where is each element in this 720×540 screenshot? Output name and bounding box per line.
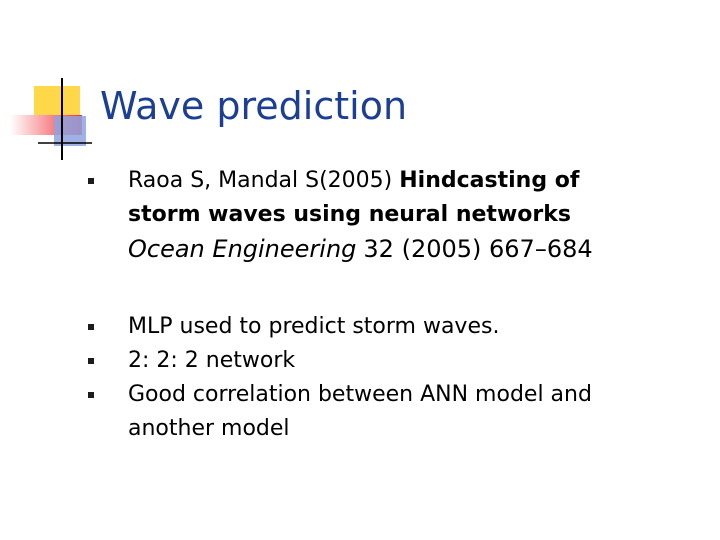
journal-details: 32 (2005) 667–684 — [363, 235, 593, 263]
bullet-text: MLP used to predict storm waves. — [128, 314, 500, 339]
bullet-item: Good correlation between ANN model and a… — [88, 378, 658, 446]
blue-square — [54, 116, 86, 146]
title-decoration — [10, 78, 92, 160]
slide-title: Wave prediction — [100, 84, 408, 128]
bullet-text: Good correlation between ANN model and a… — [128, 382, 592, 441]
paper-title: Hindcasting of storm waves using neural … — [128, 168, 580, 227]
authors: Raoa S, Mandal S(2005) — [128, 168, 393, 193]
bullet-text: 2: 2: 2 network — [128, 348, 296, 373]
reference-list: Raoa S, Mandal S(2005) Hindcasting of st… — [88, 164, 658, 268]
bullet-item: 2: 2: 2 network — [88, 344, 658, 378]
bullet-list: MLP used to predict storm waves. 2: 2: 2… — [88, 310, 658, 446]
bullet-item: Raoa S, Mandal S(2005) Hindcasting of st… — [88, 164, 658, 268]
bullet-item: MLP used to predict storm waves. — [88, 310, 658, 344]
journal: Ocean Engineering — [128, 235, 357, 263]
